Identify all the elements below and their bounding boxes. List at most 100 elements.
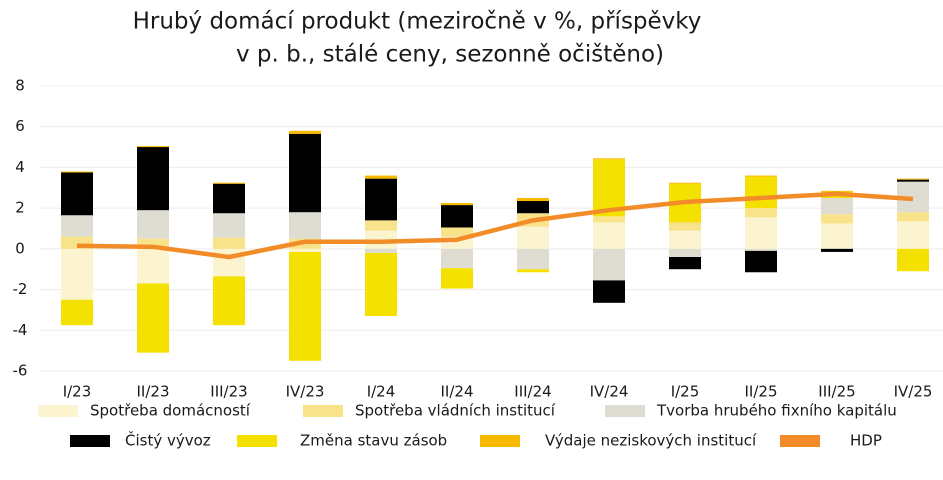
y-tick-label: -4: [13, 321, 28, 339]
chart-title: v p. b., stálé ceny, sezonně očištěno): [236, 42, 664, 68]
bar-segment: [137, 283, 169, 353]
bar-segment: [441, 203, 473, 206]
bar-segment: [137, 238, 169, 249]
bar-segment: [821, 190, 853, 192]
bar-segment: [821, 197, 853, 215]
bar-segment: [289, 212, 321, 239]
x-tick-label: IV/24: [590, 383, 629, 401]
bar-segment: [137, 248, 169, 284]
bar-segment: [897, 248, 929, 272]
bar-segment: [61, 171, 93, 173]
bar-segment: [441, 268, 473, 289]
x-tick-label: IV/25: [894, 383, 933, 401]
x-tick-label: IV/23: [286, 383, 325, 401]
legend-label: Čistý vývoz: [125, 431, 211, 450]
x-tick-label: II/24: [441, 383, 474, 401]
bar-segment: [61, 299, 93, 326]
bar-segment: [441, 248, 473, 269]
legend-swatch: [237, 435, 277, 447]
legend-swatch: [605, 405, 645, 417]
x-tick-label: III/25: [818, 383, 855, 401]
y-tick-label: -6: [13, 362, 28, 380]
x-tick-label: I/23: [63, 383, 92, 401]
legend-label: Změna stavu zásob: [300, 432, 447, 450]
bar-segment: [517, 269, 549, 273]
bar-segment: [365, 220, 397, 231]
bar-segment: [897, 179, 929, 182]
bar-segment: [669, 222, 701, 231]
bar-segment: [517, 201, 549, 214]
bar-segment: [289, 251, 321, 361]
bar-segment: [517, 248, 549, 270]
bar-segment: [745, 217, 777, 249]
legend-label: Výdaje neziskových institucí: [545, 432, 757, 450]
bar-segment: [213, 276, 245, 326]
bar-segment: [669, 230, 701, 249]
bar-segment: [897, 212, 929, 222]
bar-segment: [517, 197, 549, 202]
bar-segment: [441, 227, 473, 237]
legend-swatch: [780, 435, 820, 447]
bar-segment: [365, 178, 397, 221]
legend-swatch: [480, 435, 520, 447]
bar-segment: [593, 222, 625, 249]
bar-segment: [213, 182, 245, 184]
bar-segment: [365, 175, 397, 179]
x-tick-label: II/25: [745, 383, 778, 401]
x-tick-label: I/24: [367, 383, 396, 401]
bar-segment: [61, 215, 93, 237]
bar-segment: [61, 172, 93, 216]
line: [76, 191, 914, 260]
legend-label: Spotřeba domácností: [90, 402, 251, 420]
legend-swatch: [303, 405, 343, 417]
x-tick-label: II/23: [137, 383, 170, 401]
bar-segment: [289, 248, 321, 252]
bar-segment: [593, 216, 625, 223]
bar-segment: [821, 248, 853, 252]
bar-segment: [593, 280, 625, 303]
bar-segment: [593, 158, 625, 160]
bar-segment: [61, 248, 93, 300]
bar-segment: [821, 214, 853, 224]
bar-segment: [137, 210, 169, 239]
y-tick-label: 4: [15, 158, 25, 176]
bar-segment: [213, 213, 245, 238]
bar-segment: [745, 248, 777, 251]
bar-segment: [365, 248, 397, 253]
bar-segment: [137, 146, 169, 148]
bar-segment: [365, 252, 397, 317]
bar-segment: [745, 250, 777, 273]
bar-segment: [289, 130, 321, 134]
y-tick-label: 0: [15, 239, 25, 257]
bar-segment: [669, 257, 701, 270]
bar-segment: [593, 248, 625, 281]
legend-swatch: [38, 405, 78, 417]
bar-segment: [669, 248, 701, 257]
bar-segment: [213, 183, 245, 214]
bar-segment: [137, 147, 169, 211]
bar-segment: [517, 226, 549, 249]
legend-label: Tvorba hrubého fixního kapitálu: [656, 402, 897, 420]
chart-title: Hrubý domácí produkt (meziročně v %, pří…: [133, 9, 702, 35]
bar-segment: [441, 205, 473, 228]
y-tick-label: 8: [15, 77, 25, 95]
x-tick-label: III/24: [514, 383, 551, 401]
y-tick-label: -2: [13, 280, 28, 298]
bar-segment: [669, 182, 701, 184]
bar-segment: [213, 237, 245, 249]
y-tick-label: 6: [15, 117, 25, 135]
bar-segment: [745, 175, 777, 177]
bar-segment: [821, 223, 853, 249]
bar-segment: [289, 133, 321, 213]
bar-segment: [897, 178, 929, 180]
bar-segment: [897, 221, 929, 249]
x-tick-label: I/25: [671, 383, 700, 401]
bar-segment: [745, 176, 777, 209]
legend-swatch: [70, 435, 110, 447]
bar-segment: [745, 208, 777, 218]
legend-label: HDP: [850, 432, 882, 450]
legend-label: Spotřeba vládních institucí: [355, 402, 556, 420]
y-tick-label: 2: [15, 199, 25, 217]
x-tick-label: III/23: [210, 383, 247, 401]
